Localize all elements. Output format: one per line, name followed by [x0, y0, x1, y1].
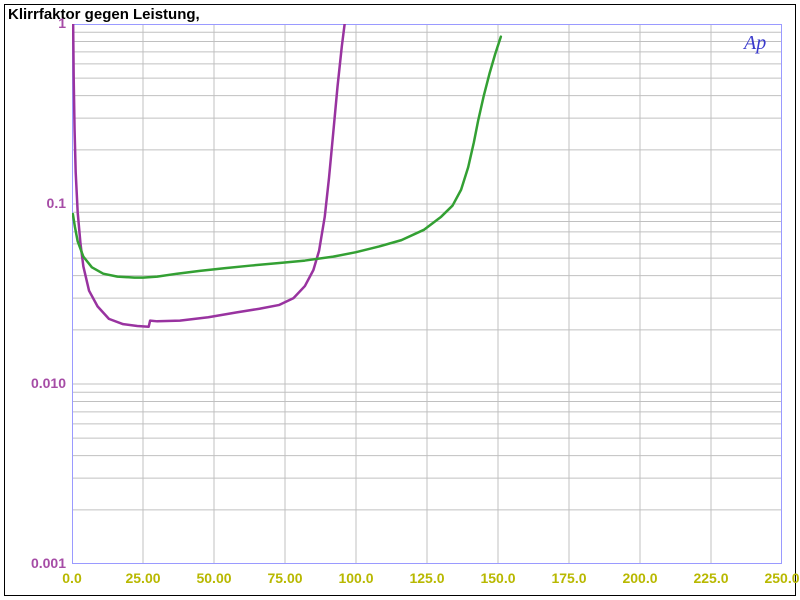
x-tick-label: 250.0 — [764, 570, 799, 586]
x-tick-label: 0.0 — [62, 570, 81, 586]
y-tick-label: 0.010 — [31, 375, 66, 391]
x-tick-label: 100.0 — [338, 570, 373, 586]
chart-title: Klirrfaktor gegen Leistung, — [8, 6, 200, 23]
x-tick-label: 25.00 — [125, 570, 160, 586]
plot-area — [72, 24, 782, 564]
x-tick-label: 200.0 — [622, 570, 657, 586]
x-tick-label: 150.0 — [480, 570, 515, 586]
y-tick-label: 0.1 — [47, 195, 66, 211]
y-tick-label: 1 — [58, 15, 66, 31]
x-tick-label: 225.0 — [693, 570, 728, 586]
x-tick-label: 175.0 — [551, 570, 586, 586]
x-tick-label: 125.0 — [409, 570, 444, 586]
x-tick-label: 50.00 — [196, 570, 231, 586]
chart-container: Klirrfaktor gegen Leistung, Ap 10.10.010… — [0, 0, 800, 600]
x-tick-label: 75.00 — [267, 570, 302, 586]
y-tick-label: 0.001 — [31, 555, 66, 571]
logo-text: Ap — [744, 32, 766, 55]
